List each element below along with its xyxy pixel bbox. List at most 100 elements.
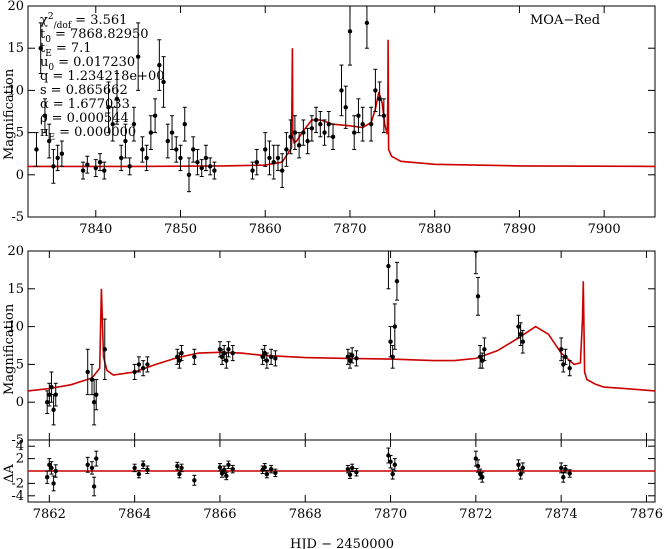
bottom-data-point — [192, 474, 197, 486]
bottom-point-marker — [44, 475, 50, 480]
top-point-marker — [284, 147, 289, 152]
top-point-marker — [360, 121, 365, 127]
top-data-point — [199, 159, 204, 177]
top-data-point — [313, 106, 319, 134]
middle-point-marker — [230, 350, 235, 356]
top-point-marker — [313, 117, 319, 123]
middle-data-point — [520, 329, 525, 354]
bottom-point-marker — [345, 466, 351, 472]
top-data-point — [356, 98, 361, 134]
top-point-marker — [59, 151, 65, 156]
bottom-point-marker — [49, 465, 54, 471]
middle-point-marker — [563, 354, 568, 360]
top-point-marker — [161, 79, 166, 85]
bottom-data-point — [44, 470, 50, 484]
bottom-data-point — [230, 464, 235, 474]
middle-data-point — [475, 276, 481, 316]
bottom-data-point — [49, 461, 54, 475]
top-data-point — [131, 106, 137, 142]
bottom-data-point — [516, 459, 521, 471]
bottom-y-axis-label: ΔA — [2, 464, 17, 483]
bottom-point-marker — [177, 471, 182, 477]
bottom-point-marker — [51, 481, 56, 486]
fit-parameter: ρ = 0.000544 — [40, 111, 129, 126]
top-data-point — [178, 144, 183, 172]
middle-data-point — [132, 363, 137, 381]
top-data-point — [305, 127, 310, 155]
bottom-data-point — [567, 469, 572, 478]
bottom-point-marker — [219, 471, 225, 476]
bottom-data-point — [132, 463, 137, 473]
bottom-point-marker — [192, 478, 197, 483]
bottom-point-marker — [91, 484, 97, 489]
top-data-point — [186, 157, 192, 193]
bottom-y-tick-label: 2 — [16, 452, 24, 467]
bottom-data-point — [345, 464, 351, 474]
top-data-point — [381, 98, 387, 134]
bottom-x-tick-label: 7872 — [459, 507, 492, 522]
top-point-marker — [212, 168, 217, 173]
top-data-point — [59, 140, 65, 167]
bottom-data-point — [347, 470, 353, 479]
middle-point-marker — [175, 354, 180, 360]
top-data-point — [267, 140, 272, 176]
bottom-x-tick-label: 7874 — [545, 507, 578, 522]
middle-data-point — [177, 352, 182, 369]
top-data-point — [97, 153, 103, 172]
middle-data-point — [394, 261, 400, 301]
bottom-point-marker — [392, 462, 398, 467]
top-point-marker — [343, 105, 348, 110]
top-point-marker — [288, 134, 293, 140]
middle-data-point — [230, 345, 235, 362]
top-data-point — [123, 123, 128, 159]
bottom-point-marker — [563, 466, 568, 472]
middle-point-marker — [392, 324, 398, 329]
bottom-data-point — [388, 455, 393, 469]
top-point-marker — [80, 168, 86, 173]
top-point-marker — [301, 130, 306, 135]
bottom-point-marker — [47, 462, 52, 467]
top-data-point — [212, 161, 217, 180]
top-x-tick-label: 7870 — [333, 222, 366, 237]
bottom-data-point — [175, 461, 180, 471]
bottom-data-point — [222, 465, 227, 474]
middle-data-point — [89, 363, 95, 396]
bottom-data-point — [518, 468, 523, 480]
top-point-marker — [144, 155, 149, 161]
top-point-marker — [271, 159, 276, 165]
middle-point-marker — [51, 407, 56, 412]
top-data-point — [191, 136, 196, 163]
middle-point-marker — [53, 392, 58, 397]
middle-y-tick-label: 0 — [16, 395, 24, 410]
top-point-marker — [55, 155, 60, 161]
top-data-point — [352, 115, 357, 150]
bottom-point-marker — [226, 462, 231, 467]
middle-data-point — [563, 348, 568, 365]
top-data-point — [309, 115, 315, 142]
top-point-marker — [339, 88, 344, 93]
top-data-point — [140, 136, 145, 163]
middle-data-point — [49, 371, 54, 403]
top-point-marker — [296, 143, 302, 148]
top-point-marker — [195, 159, 200, 165]
top-y-axis-label: Magnification — [2, 68, 17, 160]
top-data-point — [330, 123, 336, 150]
bottom-data-point — [264, 469, 270, 479]
middle-point-marker — [354, 356, 359, 361]
top-data-point — [207, 157, 213, 176]
fit-parameter: πE = 0.000000 — [40, 125, 136, 143]
top-data-point — [42, 98, 48, 134]
top-data-point — [135, 22, 141, 91]
top-y-tick-label: 20 — [7, 0, 24, 14]
top-point-marker — [102, 168, 107, 173]
top-point-marker — [165, 138, 171, 144]
bottom-data-point — [561, 471, 566, 483]
top-point-marker — [174, 147, 179, 152]
middle-point-marker — [47, 392, 52, 397]
top-data-point — [51, 148, 56, 184]
top-point-marker — [279, 168, 285, 173]
middle-point-marker — [49, 384, 54, 390]
middle-data-point — [561, 356, 566, 373]
